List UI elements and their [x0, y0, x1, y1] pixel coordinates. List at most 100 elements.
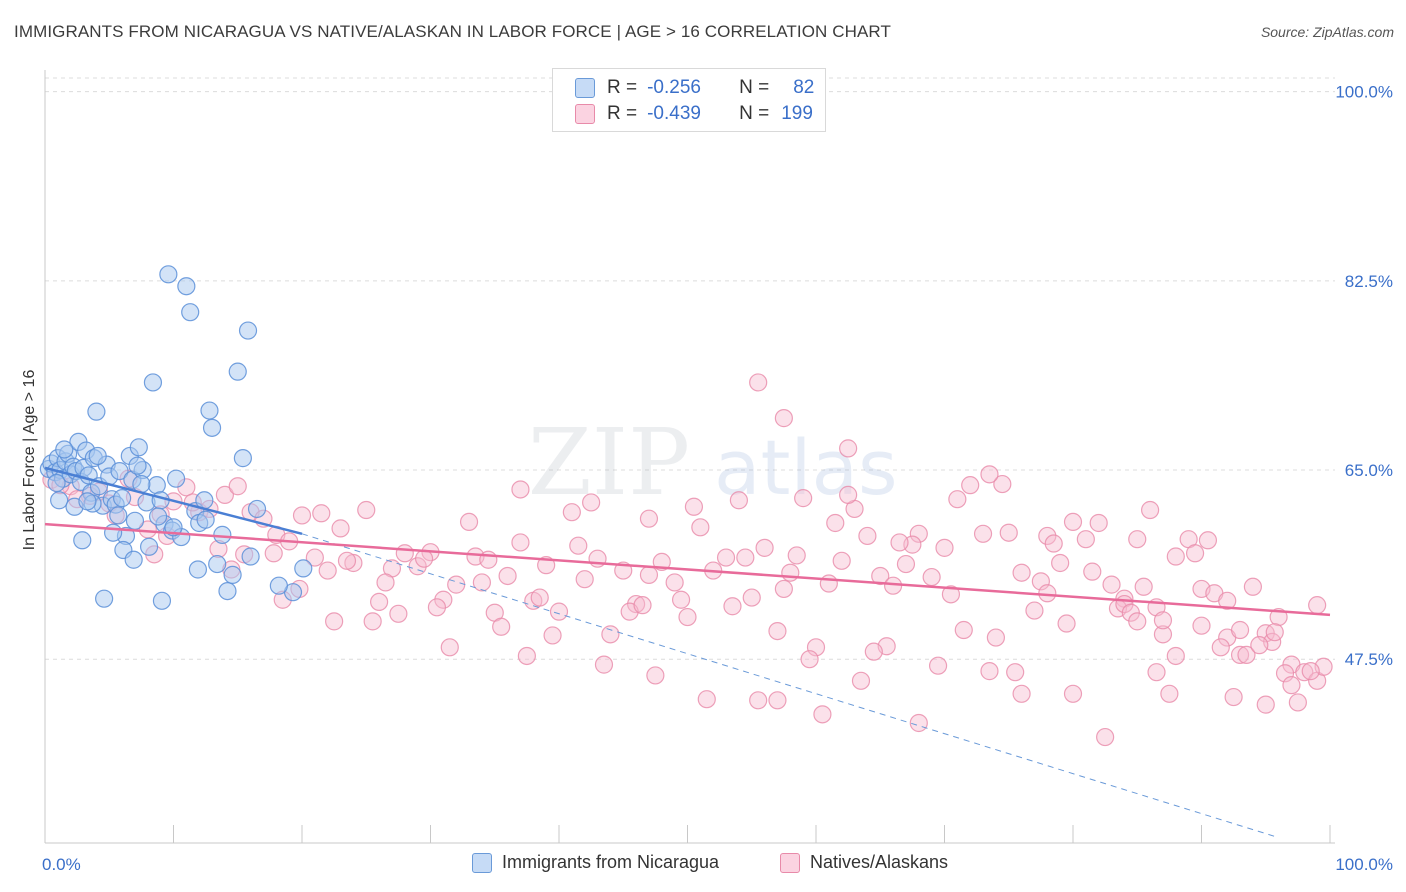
legend-n-value: 82: [793, 77, 815, 98]
point-natives: [498, 566, 517, 586]
point-natives: [736, 548, 755, 567]
point-natives: [1128, 530, 1147, 549]
point-nicaragua: [200, 401, 219, 420]
point-nicaragua: [164, 518, 183, 537]
point-natives: [569, 536, 588, 555]
point-natives: [325, 612, 344, 631]
point-nicaragua: [139, 537, 159, 556]
point-natives: [665, 573, 684, 592]
point-nicaragua: [223, 565, 242, 584]
point-natives: [1192, 616, 1211, 635]
point-natives: [543, 626, 562, 645]
point-natives: [1076, 530, 1095, 549]
legend-r-value: -0.439: [647, 103, 701, 124]
point-natives: [954, 620, 973, 640]
point-natives: [1140, 500, 1160, 520]
point-natives: [980, 662, 999, 681]
point-natives: [1057, 614, 1076, 633]
point-natives: [414, 549, 434, 568]
point-natives: [264, 544, 283, 563]
point-natives: [1256, 695, 1275, 714]
trend-lines: [44, 466, 1331, 839]
point-natives: [678, 607, 697, 627]
point-natives: [768, 691, 787, 710]
point-natives: [729, 491, 749, 510]
point-natives: [395, 544, 414, 563]
point-natives: [337, 551, 357, 570]
point-natives: [749, 373, 768, 392]
bottom-legend-label-natives: Natives/Alaskans: [810, 852, 949, 872]
point-nicaragua: [213, 525, 232, 544]
point-natives: [633, 596, 652, 615]
bottom-legend-label-nicaragua: Immigrants from Nicaragua: [502, 852, 720, 872]
point-natives: [1089, 513, 1108, 533]
point-natives: [1166, 547, 1185, 566]
x-tick-label-start: 0.0%: [42, 855, 81, 874]
point-natives: [800, 650, 819, 669]
point-natives: [312, 504, 331, 523]
point-nicaragua: [177, 277, 196, 296]
point-natives: [1012, 563, 1031, 582]
point-natives: [883, 576, 903, 595]
gridlines: [45, 77, 1335, 660]
point-natives: [492, 617, 511, 636]
point-nicaragua: [109, 506, 128, 525]
point-natives: [318, 561, 337, 580]
point-natives: [832, 551, 851, 570]
point-nicaragua: [143, 373, 163, 392]
point-natives: [530, 588, 549, 607]
legend: R = -0.256 N = 82 R = -0.439 N = 199: [552, 68, 826, 132]
point-natives: [896, 554, 916, 574]
y-tick-label: 47.5%: [1345, 650, 1393, 669]
legend-r-label: R =: [607, 103, 638, 124]
point-natives: [716, 548, 736, 567]
point-natives: [575, 570, 594, 589]
bottom-legend-nicaragua: Immigrants from Nicaragua: [472, 852, 719, 873]
point-natives: [671, 590, 691, 609]
point-nicaragua: [128, 456, 147, 475]
point-natives: [851, 671, 871, 690]
point-natives: [999, 523, 1018, 542]
point-nicaragua: [166, 469, 186, 488]
point-natives: [408, 557, 427, 576]
bottom-legend-natives: Natives/Alaskans: [780, 852, 948, 873]
point-natives: [1153, 611, 1173, 630]
point-nicaragua: [124, 550, 143, 569]
point-nicaragua: [95, 589, 114, 608]
point-nicaragua: [129, 438, 148, 457]
point-natives: [1147, 663, 1166, 682]
point-natives: [909, 713, 928, 733]
point-nicaragua: [196, 510, 215, 529]
point-natives: [858, 526, 877, 546]
point-natives: [1224, 687, 1243, 707]
bottom-legend-swatch-nicaragua: [472, 852, 492, 873]
point-nicaragua: [55, 440, 74, 459]
point-nicaragua: [228, 362, 247, 381]
point-natives: [871, 566, 890, 586]
point-natives: [562, 503, 581, 522]
point-natives: [1288, 693, 1307, 712]
point-natives: [215, 485, 234, 504]
point-nicaragua: [247, 499, 267, 519]
watermark-zip: ZIP: [528, 409, 690, 516]
point-natives: [389, 604, 408, 623]
point-natives: [357, 500, 376, 520]
point-natives: [749, 691, 768, 710]
trend-natives: [44, 522, 1331, 617]
point-natives: [993, 474, 1012, 494]
point-natives: [639, 565, 659, 584]
point-natives: [459, 512, 479, 532]
point-natives: [684, 497, 704, 516]
point-natives: [755, 538, 774, 557]
point-natives: [980, 465, 999, 484]
point-natives: [928, 656, 948, 675]
point-natives: [582, 493, 601, 512]
point-natives: [440, 638, 459, 657]
point-natives: [1166, 646, 1185, 666]
point-natives: [890, 533, 909, 552]
point-natives: [1211, 638, 1230, 657]
legend-row-nicaragua: R = -0.256 N = 82: [575, 76, 814, 100]
point-natives: [691, 518, 710, 537]
point-natives: [794, 489, 813, 508]
point-natives: [922, 567, 941, 587]
